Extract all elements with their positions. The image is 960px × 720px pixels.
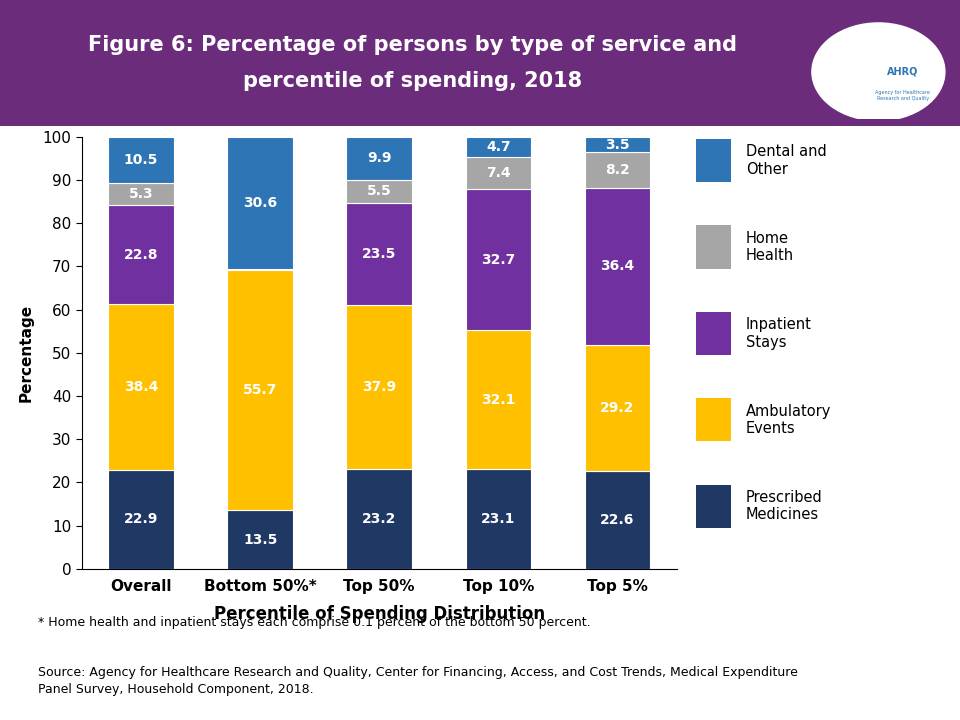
Text: Home
Health: Home Health [746, 230, 794, 264]
Bar [347, 305, 412, 469]
Bar [228, 510, 293, 569]
Text: 7.4: 7.4 [486, 166, 511, 180]
Ellipse shape [811, 22, 946, 122]
Bar [228, 270, 293, 510]
Bar [696, 485, 731, 528]
Text: 38.4: 38.4 [124, 380, 158, 394]
Bar [466, 157, 531, 189]
Text: 22.9: 22.9 [124, 513, 158, 526]
Text: 36.4: 36.4 [600, 259, 635, 274]
Text: 8.2: 8.2 [605, 163, 630, 177]
Bar [696, 398, 731, 441]
Bar [108, 138, 174, 183]
Bar [108, 205, 174, 304]
Bar [696, 139, 731, 182]
Bar [585, 188, 650, 345]
Bar [585, 138, 650, 153]
Text: 23.2: 23.2 [362, 512, 396, 526]
Text: Figure 6: Percentage of persons by type of service and: Figure 6: Percentage of persons by type … [88, 35, 737, 55]
Text: 37.9: 37.9 [362, 379, 396, 394]
Bar [347, 137, 412, 179]
Text: 29.2: 29.2 [600, 401, 635, 415]
Text: 32.7: 32.7 [481, 253, 516, 266]
Text: Agency for Healthcare
Research and Quality: Agency for Healthcare Research and Quali… [876, 91, 930, 102]
Text: Inpatient
Stays: Inpatient Stays [746, 318, 812, 350]
Bar [585, 345, 650, 471]
Text: 4.7: 4.7 [486, 140, 511, 154]
Text: 10.5: 10.5 [124, 153, 158, 167]
Bar [347, 469, 412, 569]
Text: 9.9: 9.9 [367, 151, 392, 165]
Text: percentile of spending, 2018: percentile of spending, 2018 [243, 71, 583, 91]
Text: Dental and
Other: Dental and Other [746, 144, 827, 177]
Bar [108, 183, 174, 205]
Bar [466, 137, 531, 157]
Bar [466, 330, 531, 469]
Text: 5.3: 5.3 [129, 187, 154, 201]
Bar [108, 304, 174, 470]
Bar [466, 469, 531, 569]
Bar [228, 137, 293, 269]
X-axis label: Percentile of Spending Distribution: Percentile of Spending Distribution [214, 605, 544, 623]
Bar [585, 153, 650, 188]
Text: 32.1: 32.1 [481, 392, 516, 407]
Text: 23.5: 23.5 [362, 247, 396, 261]
Bar [696, 312, 731, 355]
Bar [347, 203, 412, 305]
Text: Prescribed
Medicines: Prescribed Medicines [746, 490, 823, 523]
Text: 22.8: 22.8 [124, 248, 158, 262]
Text: 13.5: 13.5 [243, 533, 277, 546]
Bar [466, 189, 531, 330]
Text: Source: Agency for Healthcare Research and Quality, Center for Financing, Access: Source: Agency for Healthcare Research a… [38, 666, 799, 696]
Text: 23.1: 23.1 [481, 512, 516, 526]
Text: 3.5: 3.5 [605, 138, 630, 152]
Text: Ambulatory
Events: Ambulatory Events [746, 404, 831, 436]
Text: * Home health and inpatient stays each comprise 0.1 percent of the bottom 50 per: * Home health and inpatient stays each c… [38, 616, 591, 629]
Text: 30.6: 30.6 [243, 196, 277, 210]
Text: 22.6: 22.6 [600, 513, 635, 527]
Bar [585, 471, 650, 569]
Y-axis label: Percentage: Percentage [19, 304, 34, 402]
Text: 55.7: 55.7 [243, 383, 277, 397]
Bar [696, 225, 731, 269]
Text: 5.5: 5.5 [367, 184, 392, 199]
Bar [347, 179, 412, 203]
Text: AHRQ: AHRQ [887, 67, 919, 77]
Bar [108, 470, 174, 569]
